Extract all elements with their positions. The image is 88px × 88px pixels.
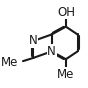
Text: OH: OH bbox=[57, 6, 75, 19]
Text: N: N bbox=[47, 45, 56, 58]
Text: Me: Me bbox=[1, 56, 18, 69]
Text: N: N bbox=[29, 34, 38, 48]
Text: Me: Me bbox=[57, 68, 75, 81]
